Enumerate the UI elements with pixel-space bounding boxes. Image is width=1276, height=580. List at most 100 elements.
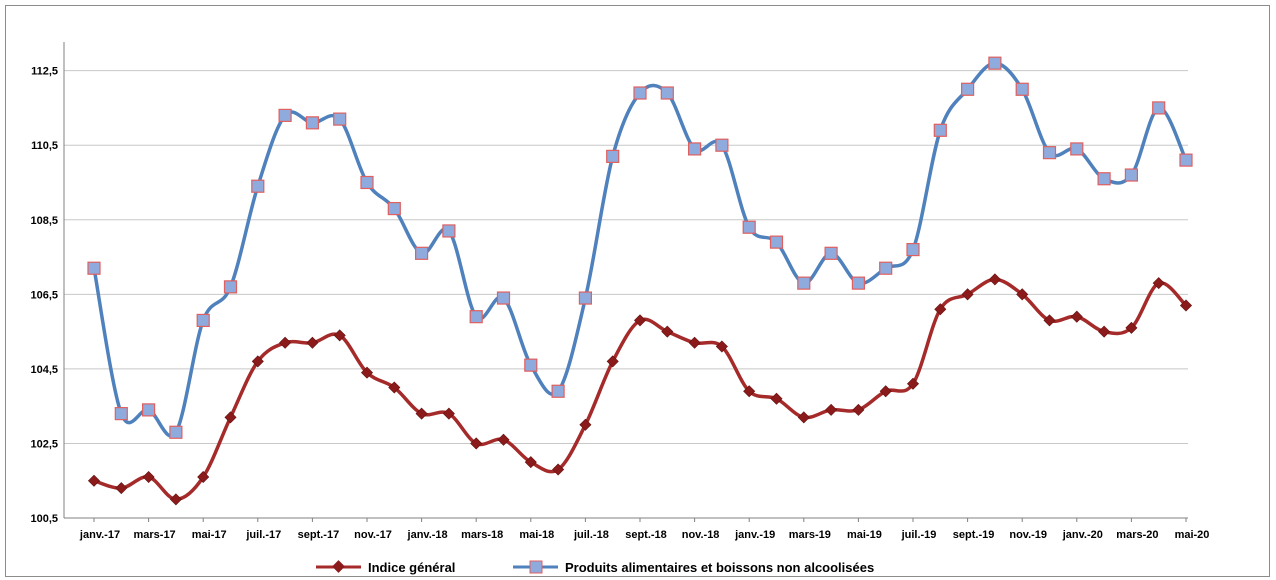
data-point-produits	[797, 276, 811, 290]
series-markers	[87, 56, 1193, 506]
data-point-indice-general	[224, 411, 237, 424]
data-point-indice-general	[852, 403, 865, 416]
series-lines	[92, 61, 1188, 502]
x-tick-label: janv.-17	[79, 529, 120, 541]
data-point-produits	[305, 116, 319, 130]
data-point-indice-general	[197, 470, 210, 484]
legend-label-produits: Produits alimentaires et boissons non al…	[565, 560, 874, 575]
data-point-produits	[960, 82, 975, 96]
y-tick-label: 102,5	[30, 438, 58, 450]
legend-item-indice-general: Indice général	[316, 560, 455, 575]
y-tick-label: 110,5	[31, 140, 58, 152]
data-point-produits	[1015, 82, 1029, 96]
x-tick-label: mars-17	[133, 529, 175, 541]
x-tick-label: mai-17	[192, 529, 227, 541]
data-point-produits	[415, 246, 429, 260]
data-point-produits	[633, 86, 647, 100]
data-point-indice-general	[552, 463, 565, 476]
x-tick-label: mars-19	[789, 529, 831, 541]
data-point-produits	[578, 291, 593, 305]
data-point-indice-general	[743, 385, 756, 398]
data-point-produits	[223, 280, 238, 294]
data-point-produits	[879, 261, 893, 275]
data-point-produits	[360, 175, 374, 190]
data-point-indice-general	[825, 403, 838, 416]
legend-marker-produits	[529, 560, 543, 574]
y-tick-label: 100,5	[30, 513, 58, 525]
data-point-produits	[1042, 146, 1057, 160]
data-point-produits	[687, 142, 702, 156]
y-tick-label: 104,5	[30, 364, 58, 376]
x-tick-label: sept.-18	[625, 529, 667, 541]
x-tick-label: mars-20	[1116, 529, 1158, 541]
x-tick-label: nov.-17	[354, 529, 392, 541]
legend-marker-indice-general	[332, 560, 345, 573]
x-tick-label: mai-20	[1175, 529, 1210, 541]
data-point-indice-general	[1016, 288, 1029, 301]
data-point-indice-general	[470, 437, 483, 450]
data-point-indice-general	[934, 303, 947, 316]
x-tick-label: juil.-18	[573, 529, 609, 541]
data-point-produits	[1097, 172, 1111, 186]
x-tick-label: juil.-19	[901, 529, 937, 541]
data-point-produits	[496, 291, 511, 305]
data-point-indice-general	[87, 474, 101, 487]
data-point-indice-general	[715, 340, 728, 353]
x-tick-label: mars-18	[461, 529, 503, 541]
legend-item-produits: Produits alimentaires et boissons non al…	[513, 560, 874, 575]
data-point-indice-general	[1125, 321, 1138, 334]
data-point-produits	[196, 313, 210, 328]
data-point-produits	[715, 138, 729, 152]
data-point-produits	[742, 220, 756, 234]
data-point-indice-general	[606, 355, 619, 368]
data-point-produits	[278, 108, 292, 122]
data-point-produits	[1070, 142, 1084, 156]
y-tick-label: 112,5	[31, 66, 58, 78]
data-point-indice-general	[524, 456, 537, 469]
data-point-indice-general	[1043, 314, 1056, 327]
data-point-produits	[524, 358, 538, 372]
data-point-indice-general	[251, 355, 264, 368]
data-point-produits	[933, 123, 947, 137]
line-chart: 100,5 102,5 104,5 106,5 108,5 110,5 112,5 janv…	[30, 42, 1210, 575]
x-tick-label: nov.-18	[682, 529, 720, 541]
series-line-produits	[92, 61, 1188, 438]
data-point-indice-general	[906, 377, 920, 390]
data-point-produits	[660, 86, 674, 100]
data-point-produits	[1124, 168, 1139, 182]
data-point-indice-general	[415, 407, 428, 420]
series-line-indice-general	[93, 277, 1188, 502]
data-point-produits	[769, 235, 784, 249]
data-point-produits	[551, 384, 565, 398]
data-point-indice-general	[1070, 310, 1083, 323]
data-point-indice-general	[497, 433, 510, 446]
data-point-indice-general	[688, 336, 701, 349]
data-point-produits	[251, 179, 265, 193]
data-point-indice-general	[115, 482, 128, 495]
legend-label-indice-general: Indice général	[368, 560, 455, 575]
data-point-indice-general	[879, 385, 892, 398]
data-point-produits	[606, 149, 620, 163]
data-point-produits	[1152, 101, 1166, 115]
y-axis-ticks: 100,5 102,5 104,5 106,5 108,5 110,5 112,5	[30, 66, 58, 525]
data-point-produits	[442, 224, 456, 238]
x-tick-label: mai-19	[847, 529, 882, 541]
data-point-indice-general	[988, 273, 1001, 286]
data-point-produits	[333, 112, 347, 126]
x-tick-label: sept.-19	[953, 529, 995, 541]
data-point-indice-general	[797, 411, 810, 424]
x-tick-label: sept.-17	[298, 529, 340, 541]
data-point-produits	[824, 246, 838, 260]
data-point-indice-general	[333, 329, 346, 342]
data-point-produits	[851, 276, 866, 290]
x-tick-label: juil.-17	[245, 529, 281, 541]
chart-frame: 100,5 102,5 104,5 106,5 108,5 110,5 112,5 janv…	[5, 5, 1270, 577]
data-point-produits	[906, 242, 920, 257]
y-tick-label: 108,5	[30, 215, 58, 227]
data-point-produits	[87, 261, 101, 275]
data-point-produits	[469, 310, 483, 324]
data-point-indice-general	[961, 288, 974, 301]
data-point-indice-general	[579, 418, 592, 431]
data-point-produits	[142, 403, 156, 417]
data-point-indice-general	[442, 407, 455, 420]
